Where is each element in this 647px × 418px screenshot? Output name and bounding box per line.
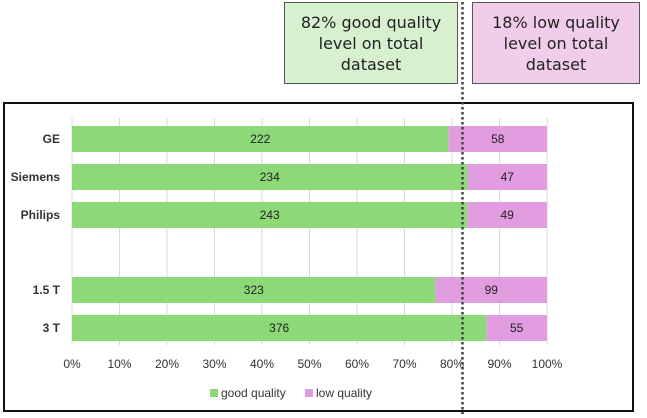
x-tick-label: 0% <box>63 357 81 371</box>
x-tick-label: 80% <box>440 357 464 371</box>
category-label: GE <box>43 132 60 146</box>
legend: good quality low quality <box>210 386 372 400</box>
bar-segment-low-quality <box>486 315 547 341</box>
data-label: 49 <box>500 208 514 222</box>
x-tick-label: 40% <box>250 357 274 371</box>
bar-segment-low-quality <box>467 202 547 228</box>
bar-segment-low-quality <box>435 277 547 303</box>
x-tick-label: 90% <box>487 357 511 371</box>
x-tick-label: 60% <box>345 357 369 371</box>
bar-segment-low-quality <box>448 126 547 152</box>
bar-segment-good-quality <box>72 315 487 341</box>
bar-segment-good-quality <box>72 277 436 303</box>
bars <box>72 126 547 341</box>
category-label: 3 T <box>43 321 61 335</box>
x-tick-label: 70% <box>392 357 416 371</box>
data-label: 234 <box>260 170 280 184</box>
data-label: 323 <box>244 283 264 297</box>
category-label: Philips <box>21 208 61 222</box>
x-tick-label: 10% <box>107 357 131 371</box>
bar-segment-low-quality <box>467 164 547 190</box>
x-tick-label: 20% <box>155 357 179 371</box>
gridlines <box>71 118 548 345</box>
chart-frame <box>3 102 634 412</box>
low-quality-callout-text: 18% low quality level on total dataset <box>492 12 620 74</box>
good-quality-callout: 82% good quality level on total dataset <box>284 2 458 84</box>
x-tick-label: 30% <box>202 357 226 371</box>
data-label: 222 <box>250 132 270 146</box>
low-quality-callout: 18% low quality level on total dataset <box>472 2 640 84</box>
bar-segment-good-quality <box>72 202 468 228</box>
good-quality-callout-text: 82% good quality level on total dataset <box>300 12 442 74</box>
x-tick-label: 50% <box>297 357 321 371</box>
data-label: 99 <box>485 283 499 297</box>
x-tick-label: 100% <box>532 357 563 371</box>
data-label: 58 <box>491 132 505 146</box>
legend-swatch-good-quality <box>210 389 218 397</box>
data-label: 376 <box>269 321 289 335</box>
bar-segment-good-quality <box>72 164 468 190</box>
legend-label: good quality <box>221 386 286 400</box>
labels: 0% 10% 20% 30% 40% 50% 60% 70% 80% 90% 100% GE 222 58… <box>11 132 563 371</box>
legend-label: low quality <box>316 386 372 400</box>
data-label: 55 <box>510 321 524 335</box>
data-label: 47 <box>501 170 515 184</box>
legend-swatch-low-quality <box>305 389 313 397</box>
category-label: Siemens <box>11 170 61 184</box>
category-label: 1.5 T <box>33 283 61 297</box>
bar-segment-good-quality <box>72 126 449 152</box>
data-label: 243 <box>260 208 280 222</box>
